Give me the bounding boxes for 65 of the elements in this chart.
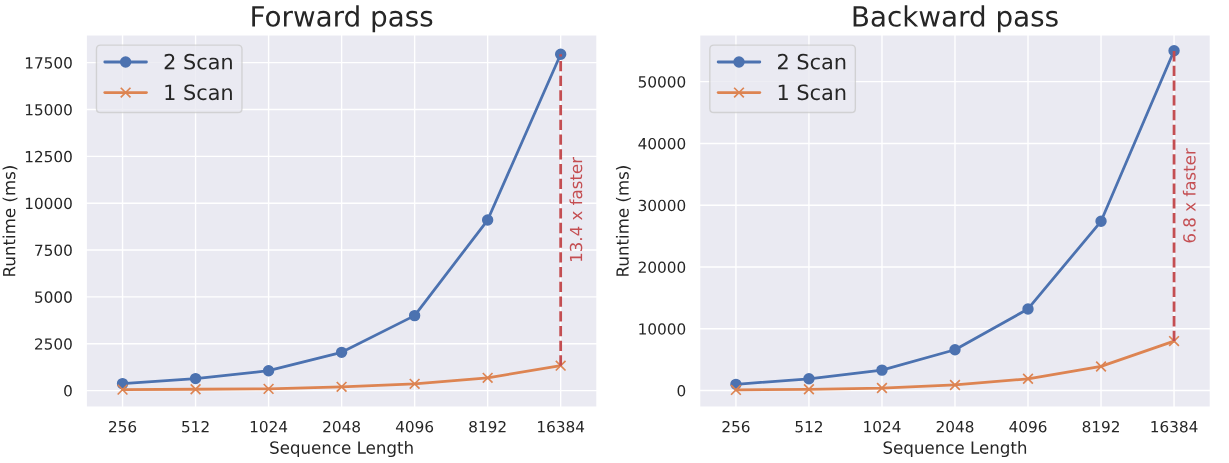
legend-label: 2 Scan — [164, 53, 232, 70]
point — [949, 379, 961, 391]
point — [335, 346, 348, 359]
chart-title: Forward pass — [252, 5, 433, 33]
point — [189, 383, 202, 395]
point — [803, 373, 815, 385]
x-tick-label: 8192 — [469, 420, 506, 433]
point — [1168, 335, 1180, 347]
x-tick-label: 2048 — [323, 420, 360, 433]
x-tick-label: 256 — [722, 420, 750, 433]
x-tick-label: 1024 — [250, 420, 288, 433]
y-tick-label: 15000 — [25, 103, 72, 116]
point — [730, 384, 742, 396]
point — [554, 48, 567, 60]
y-tick-label: 0 — [64, 385, 72, 397]
y-tick-label: 30000 — [638, 199, 686, 212]
chart-title: Backward pass — [853, 5, 1058, 33]
point — [408, 378, 421, 390]
y-tick-label: 10000 — [25, 197, 72, 210]
point — [335, 381, 348, 393]
x-tick-label: 512 — [182, 420, 209, 433]
x-axis-title: Sequence Length — [270, 440, 413, 458]
point — [803, 383, 815, 395]
y-tick-label: 40000 — [638, 137, 686, 150]
annotation: 13.4 x faster — [569, 156, 583, 262]
x-tick-label: 2048 — [936, 420, 974, 433]
point — [481, 214, 494, 226]
point — [1022, 373, 1034, 385]
point — [262, 383, 275, 395]
y-tick-label: 10000 — [639, 323, 686, 335]
point — [876, 382, 888, 394]
x-tick-label: 8192 — [1082, 420, 1119, 433]
point — [189, 372, 202, 385]
y-tick-label: 12500 — [25, 150, 72, 163]
point — [408, 309, 421, 322]
point — [554, 359, 567, 372]
y-tick-label: 5000 — [35, 291, 72, 303]
x-tick-label: 16384 — [538, 420, 585, 433]
x-tick-label: 512 — [795, 420, 822, 433]
x-tick-label: 16384 — [1151, 420, 1198, 433]
legend-label: 2 Scan — [778, 53, 846, 70]
annotation: 6.8 x faster — [1182, 148, 1196, 243]
point — [949, 344, 961, 356]
x-tick-label: 4096 — [1009, 420, 1047, 433]
y-tick-label: 50000 — [638, 76, 686, 88]
x-tick-label: 256 — [109, 420, 137, 433]
x-tick-label: 1024 — [864, 420, 901, 433]
y-tick-label: 7500 — [35, 244, 72, 257]
point — [262, 365, 275, 377]
point — [1095, 215, 1107, 227]
y-tick-label: 20000 — [638, 261, 686, 273]
x-axis-title: Sequence Length — [883, 440, 1027, 458]
point — [876, 364, 888, 376]
legend-label: 1 Scan — [778, 84, 846, 101]
x-tick-label: 4096 — [395, 420, 434, 433]
y-tick-label: 0 — [677, 384, 686, 397]
point — [481, 372, 494, 384]
point — [1022, 303, 1034, 315]
y-tick-label: 2500 — [35, 338, 72, 350]
y-axis-title: Runtime (ms) — [2, 166, 18, 276]
point — [116, 383, 129, 396]
legend-label: 1 Scan — [165, 84, 232, 101]
y-axis-title: Runtime (ms) — [615, 166, 631, 276]
y-tick-label: 17500 — [25, 57, 72, 69]
point — [1095, 360, 1107, 373]
